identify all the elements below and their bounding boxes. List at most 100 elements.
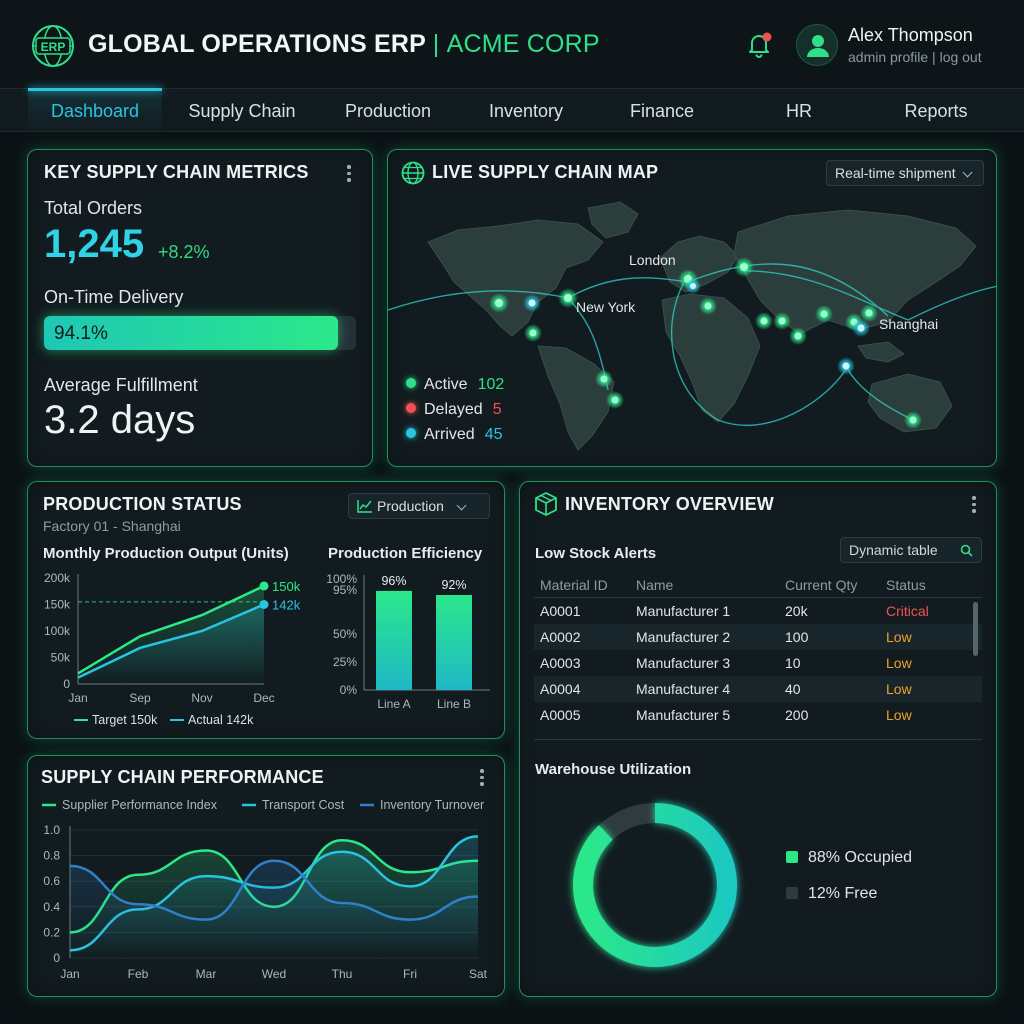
supply-chain-map-panel bbox=[387, 149, 997, 467]
nav-supply-chain[interactable]: Supply Chain bbox=[188, 101, 296, 121]
x-tick-label: Nov bbox=[191, 691, 212, 705]
series-end-label: 142k bbox=[272, 598, 301, 613]
x-tick-label: Fri bbox=[403, 967, 417, 981]
column-header-name[interactable]: Name bbox=[636, 577, 674, 593]
inventory-overview-title: INVENTORY OVERVIEW bbox=[565, 494, 774, 514]
active-dot-icon bbox=[406, 378, 416, 388]
y-tick-label: 0% bbox=[340, 683, 358, 697]
material-id-cell: A0001 bbox=[540, 603, 581, 619]
legend-label: Target 150k bbox=[92, 713, 158, 727]
material-id-cell: A0005 bbox=[540, 707, 581, 723]
production-dropdown[interactable]: Production bbox=[348, 493, 490, 519]
name-cell: Manufacturer 1 bbox=[636, 603, 731, 619]
column-header-current-qty[interactable]: Current Qty bbox=[785, 577, 858, 593]
status-cell: Low bbox=[886, 629, 912, 645]
admin-profile-link[interactable]: admin profile bbox=[848, 49, 929, 65]
city-label-london: London bbox=[629, 252, 676, 268]
on-time-delivery-label: On-Time Delivery bbox=[44, 287, 184, 307]
table-row[interactable]: A0001 Manufacturer 1 20k Critical bbox=[534, 598, 982, 624]
y-tick-label: 0.2 bbox=[43, 925, 60, 939]
x-tick-label: Jan bbox=[60, 967, 79, 981]
y-tick-label: 200k bbox=[44, 571, 71, 585]
x-tick-label: Thu bbox=[332, 967, 353, 981]
dynamic-table-search[interactable]: Dynamic table bbox=[840, 537, 982, 563]
on-time-delivery-value: 94.1% bbox=[54, 323, 108, 344]
warehouse-legend-occupied: 88% Occupied bbox=[786, 849, 912, 867]
x-tick-label: Feb bbox=[128, 967, 149, 981]
name-cell: Manufacturer 4 bbox=[636, 681, 731, 697]
logout-link[interactable]: log out bbox=[939, 49, 982, 65]
total-orders-value: 1,245 bbox=[44, 222, 145, 266]
performance-menu-icon[interactable] bbox=[478, 769, 486, 789]
main-nav: Dashboard Supply Chain Production Invent… bbox=[0, 88, 1024, 133]
y-tick-label: 0.4 bbox=[43, 900, 60, 914]
shipment-markers bbox=[489, 257, 922, 429]
table-row[interactable]: A0002 Manufacturer 2 100 Low bbox=[534, 624, 982, 650]
bar-category-label: Line A bbox=[377, 697, 410, 711]
legend-label: Inventory Turnover bbox=[380, 798, 484, 812]
efficiency-bar bbox=[376, 590, 412, 690]
y-tick-label: 0.6 bbox=[43, 874, 60, 888]
map-legend-active: Active 102 bbox=[406, 376, 504, 394]
status-cell: Critical bbox=[886, 603, 929, 619]
occupied-segment bbox=[573, 803, 737, 967]
production-status-panel bbox=[27, 481, 505, 739]
y-tick-label: 95% bbox=[333, 583, 357, 597]
nav-hr[interactable]: HR bbox=[786, 101, 812, 121]
nav-production[interactable]: Production bbox=[344, 101, 432, 121]
table-body: A0001 Manufacturer 1 20k Critical A0002 Manuf… bbox=[534, 598, 982, 728]
legend-active-count: 102 bbox=[477, 376, 505, 393]
shipping-routes bbox=[388, 263, 996, 426]
column-header-status[interactable]: Status bbox=[886, 577, 926, 593]
y-tick-label: 50k bbox=[51, 651, 71, 665]
qty-cell: 40 bbox=[785, 681, 801, 697]
world-map[interactable] bbox=[388, 150, 997, 467]
title-separator: | bbox=[432, 30, 440, 58]
supply-chain-performance-title: SUPPLY CHAIN PERFORMANCE bbox=[41, 767, 324, 787]
name-cell: Manufacturer 3 bbox=[636, 655, 731, 671]
inventory-menu-icon[interactable] bbox=[970, 496, 978, 516]
table-row[interactable]: A0003 Manufacturer 3 10 Low bbox=[534, 650, 982, 676]
user-avatar[interactable] bbox=[796, 24, 838, 66]
nav-reports[interactable]: Reports bbox=[904, 101, 968, 121]
legend-label: Transport Cost bbox=[262, 798, 345, 812]
legend-arrived-label: Arrived bbox=[424, 426, 475, 443]
nav-finance[interactable]: Finance bbox=[629, 101, 695, 121]
table-row[interactable]: A0005 Manufacturer 5 200 Low bbox=[534, 702, 982, 728]
occupied-swatch bbox=[786, 851, 798, 863]
production-subtitle: Factory 01 - Shanghai bbox=[43, 518, 181, 534]
y-tick-label: 50% bbox=[333, 627, 357, 641]
column-header-material-id[interactable]: Material ID bbox=[540, 577, 608, 593]
production-efficiency-title: Production Efficiency bbox=[328, 545, 483, 562]
qty-cell: 200 bbox=[785, 707, 809, 723]
nav-dashboard[interactable]: Dashboard bbox=[28, 88, 162, 133]
chevron-down-icon bbox=[456, 500, 467, 511]
legend-delayed-count: 5 bbox=[492, 401, 502, 418]
dynamic-table-search-label: Dynamic table bbox=[849, 542, 938, 558]
user-links-separator: | bbox=[932, 49, 936, 65]
y-tick-label: 0.8 bbox=[43, 849, 60, 863]
user-name: Alex Thompson bbox=[848, 25, 973, 45]
status-cell: Low bbox=[886, 681, 912, 697]
table-scrollbar[interactable] bbox=[973, 602, 978, 656]
bar-value-label: 96% bbox=[381, 574, 406, 588]
nav-inventory[interactable]: Inventory bbox=[488, 101, 564, 121]
name-cell: Manufacturer 5 bbox=[636, 707, 731, 723]
qty-cell: 20k bbox=[785, 603, 808, 619]
name-cell: Manufacturer 2 bbox=[636, 629, 731, 645]
city-label-shanghai: Shanghai bbox=[879, 316, 939, 332]
app-title-text: GLOBAL OPERATIONS ERP bbox=[88, 30, 426, 58]
key-metrics-menu-icon[interactable] bbox=[345, 165, 353, 185]
shipment-view-value: Real-time shipment bbox=[835, 165, 956, 181]
y-tick-label: 100% bbox=[326, 572, 357, 586]
table-header: Material ID Name Current Qty Status bbox=[534, 572, 982, 598]
series-line bbox=[77, 584, 265, 675]
series-area bbox=[70, 860, 478, 958]
material-id-cell: A0003 bbox=[540, 655, 581, 671]
shipment-view-dropdown[interactable]: Real-time shipment bbox=[826, 160, 984, 186]
y-tick-label: 25% bbox=[333, 655, 357, 669]
key-metrics-title: KEY SUPPLY CHAIN METRICS bbox=[44, 162, 309, 182]
notification-bell-icon[interactable] bbox=[744, 30, 774, 60]
material-id-cell: A0004 bbox=[540, 681, 581, 697]
table-row[interactable]: A0004 Manufacturer 4 40 Low bbox=[534, 676, 982, 702]
